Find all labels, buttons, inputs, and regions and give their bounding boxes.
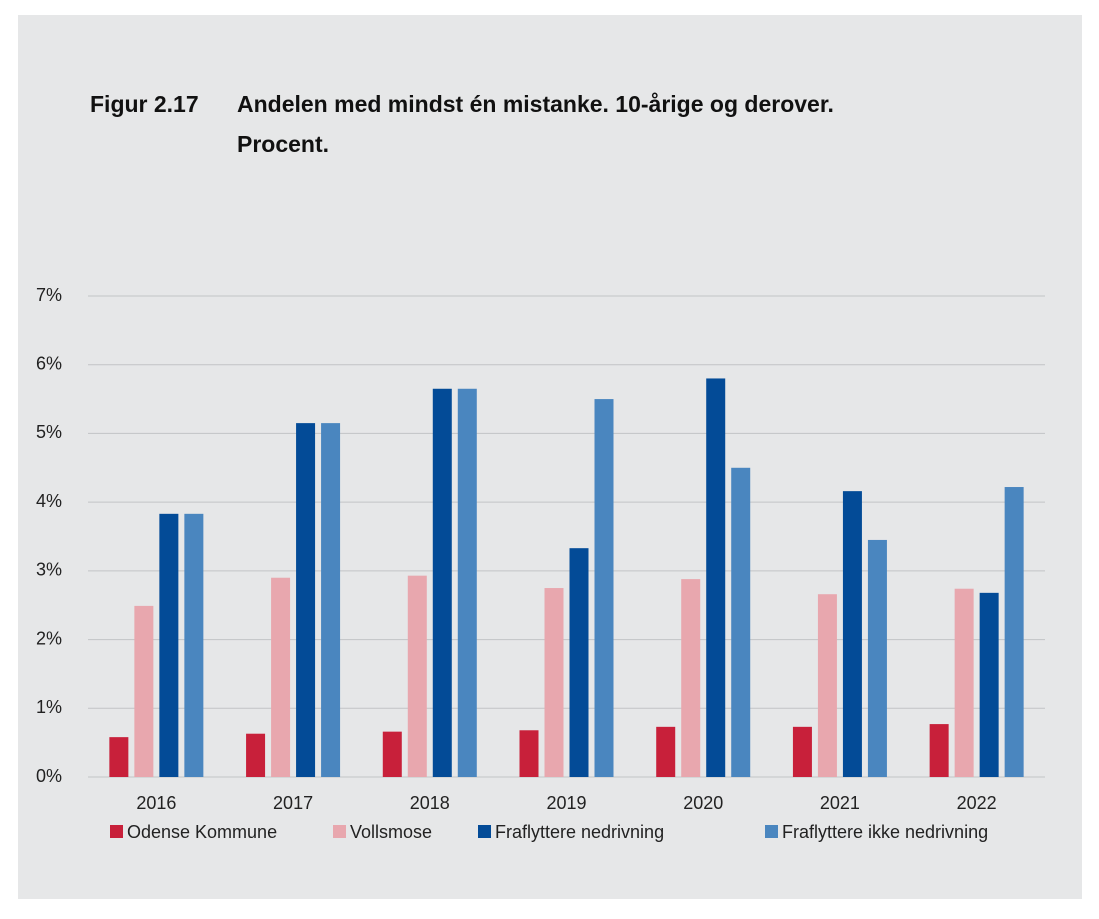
bar — [321, 423, 341, 777]
y-tick-label: 6% — [36, 353, 62, 373]
bar — [792, 726, 812, 777]
bar — [594, 399, 614, 777]
bar — [271, 577, 291, 777]
bar — [134, 605, 154, 777]
legend-swatch — [478, 825, 491, 838]
bar — [457, 388, 477, 777]
y-tick-label: 2% — [36, 628, 62, 648]
legend-swatch — [333, 825, 346, 838]
figure-label: Figur 2.17 — [90, 91, 199, 117]
bar — [432, 388, 452, 777]
bar — [706, 378, 726, 777]
y-tick-label: 1% — [36, 697, 62, 717]
bar — [681, 579, 701, 777]
bar — [407, 575, 427, 777]
legend-swatch — [765, 825, 778, 838]
legend-label: Fraflyttere ikke nedrivning — [782, 822, 988, 842]
x-tick-label: 2021 — [820, 793, 860, 813]
bar — [246, 733, 266, 777]
bar — [867, 539, 887, 777]
bar — [656, 726, 676, 777]
chart-title: Andelen med mindst én mistanke. 10-årige… — [237, 91, 834, 157]
y-tick-label: 0% — [36, 766, 62, 786]
x-tick-label: 2017 — [273, 793, 313, 813]
bar — [817, 594, 837, 777]
x-tick-label: 2019 — [546, 793, 586, 813]
x-tick-label: 2022 — [957, 793, 997, 813]
legend-swatch — [110, 825, 123, 838]
bar — [159, 513, 179, 777]
x-tick-label: 2020 — [683, 793, 723, 813]
legend-label: Fraflyttere nedrivning — [495, 822, 664, 842]
bar — [519, 730, 539, 777]
x-tick-label: 2016 — [136, 793, 176, 813]
y-tick-label: 4% — [36, 491, 62, 511]
y-tick-label: 7% — [36, 285, 62, 305]
bar — [979, 592, 999, 777]
bar — [842, 491, 862, 777]
legend-label: Vollsmose — [350, 822, 432, 842]
bar — [184, 513, 204, 777]
y-tick-label: 3% — [36, 560, 62, 580]
bar — [382, 731, 402, 777]
bar — [929, 724, 949, 777]
bar — [544, 588, 564, 777]
bar — [731, 467, 751, 777]
bar — [1004, 487, 1024, 777]
bar — [569, 548, 589, 777]
x-tick-label: 2018 — [410, 793, 450, 813]
bar — [296, 423, 316, 777]
bar — [954, 588, 974, 777]
legend-label: Odense Kommune — [127, 822, 277, 842]
y-tick-label: 5% — [36, 422, 62, 442]
bar — [109, 737, 129, 777]
